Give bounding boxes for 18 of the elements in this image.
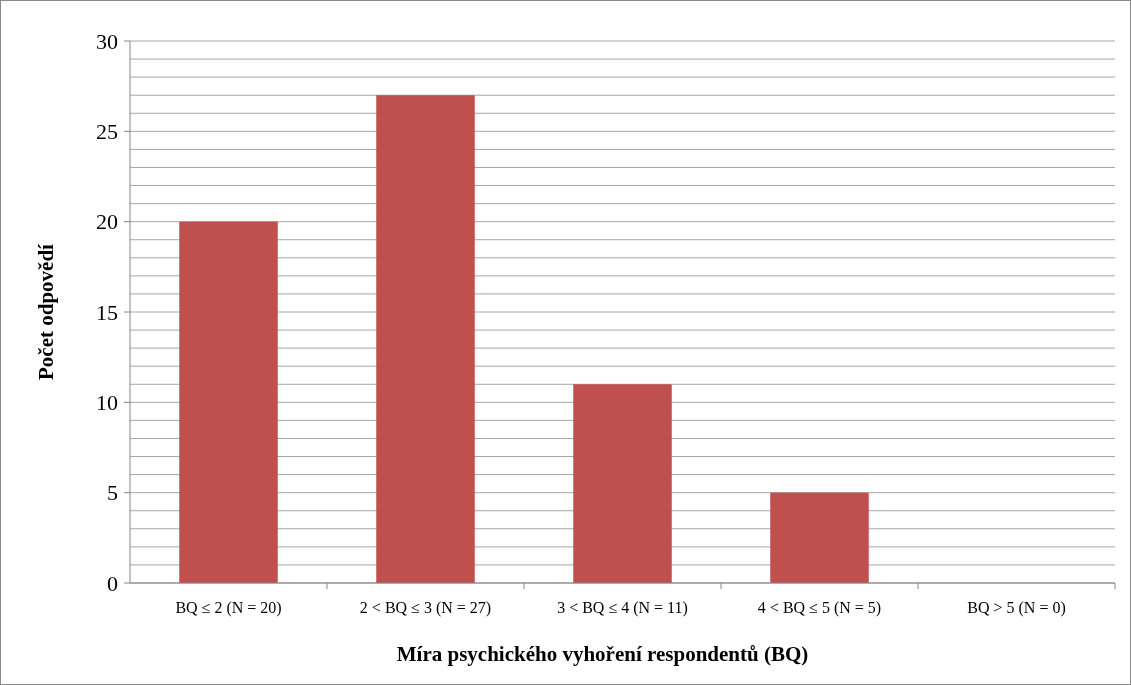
x-axis-title: Míra psychického vyhoření respondentů (BQ)	[396, 642, 809, 666]
y-tick-label: 15	[96, 299, 118, 325]
y-tick-label: 30	[96, 28, 118, 54]
bar	[770, 492, 869, 583]
x-tick-label: 4 < BQ ≤ 5 (N = 5)	[757, 599, 882, 617]
x-tick-label: 2 < BQ ≤ 3 (N = 27)	[359, 599, 492, 617]
y-tick-label: 5	[107, 480, 118, 506]
bar	[179, 221, 278, 583]
y-tick-label: 25	[96, 119, 118, 145]
y-tick-label: 0	[107, 570, 118, 596]
x-tick-label: BQ > 5 (N = 0)	[967, 599, 1066, 617]
y-axis-title: Počet odpovědí	[34, 242, 58, 380]
x-tick-label: BQ ≤ 2 (N = 20)	[175, 599, 282, 617]
bar	[376, 95, 475, 583]
y-tick-label: 10	[96, 390, 118, 416]
y-tick-label: 20	[96, 209, 118, 235]
bar	[573, 384, 672, 583]
x-tick-label: 3 < BQ ≤ 4 (N = 11)	[557, 599, 688, 617]
